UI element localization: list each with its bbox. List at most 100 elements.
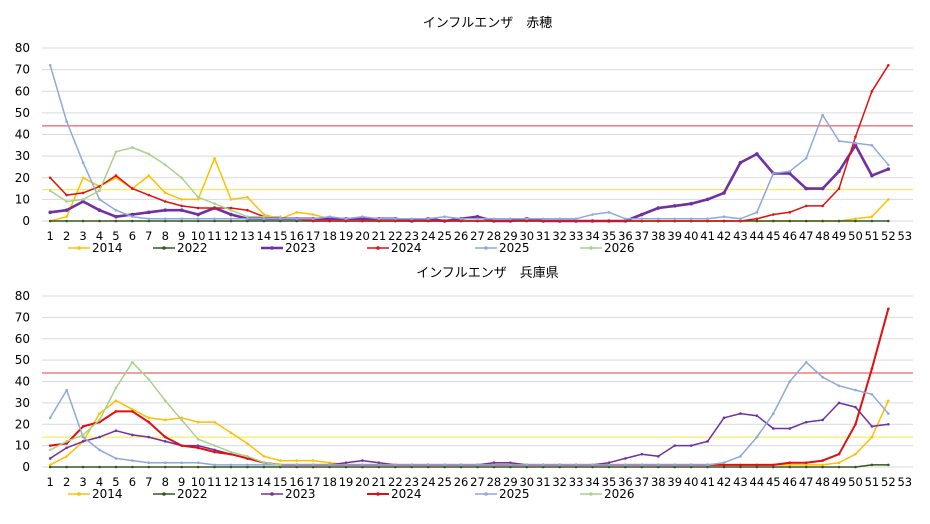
legend-item: 2024 [367,487,422,501]
x-tick-label: 52 [881,475,896,489]
data-point [114,176,118,180]
data-point [837,187,841,190]
legend-label: 2026 [604,241,635,255]
data-point [262,465,266,469]
data-point [558,465,561,469]
data-point [656,206,661,210]
data-point [98,189,101,193]
data-point [426,217,430,221]
series-line [49,65,889,220]
x-tick-label: 13 [240,475,255,489]
data-point [837,401,841,405]
data-point [196,420,200,424]
data-point [246,195,249,199]
data-point [48,463,52,467]
legend-label: 2014 [92,487,123,501]
data-point [65,442,68,445]
data-point [213,450,216,454]
x-tick-label: 4 [96,475,103,489]
legend-label: 2025 [499,241,530,255]
data-point [196,437,200,441]
x-tick-label: 51 [865,475,880,489]
data-point [130,212,135,217]
data-point [459,217,463,221]
data-point [525,463,529,467]
data-point [509,463,512,467]
chart-title: インフルエンザ 兵庫県 [416,266,559,281]
data-point [81,191,85,195]
x-tick-label: 45 [766,229,781,243]
data-point [426,465,430,469]
legend-label: 2024 [391,241,422,255]
x-tick-label: 20 [355,475,370,489]
data-point [640,219,644,223]
data-point [443,465,446,469]
legend-label: 2023 [285,487,316,501]
x-tick-label: 14 [257,475,272,489]
x-tick-label: 31 [536,475,551,489]
x-tick-label: 43 [733,475,748,489]
data-point [755,463,759,467]
series-2014 [48,399,890,467]
x-tick-label: 10 [191,229,206,243]
series-line [49,146,281,218]
x-tick-label: 26 [454,475,469,489]
data-point [640,465,644,469]
data-point [328,219,331,223]
data-point [295,463,299,467]
data-point [854,219,857,223]
data-point [180,219,183,223]
data-point [788,211,792,214]
data-point [114,410,118,413]
data-point [98,418,101,422]
data-point [673,465,677,469]
data-point [624,457,627,460]
x-tick-label: 20 [355,229,370,243]
data-point [131,360,134,364]
data-point [114,465,118,469]
data-point [48,465,52,469]
data-point [81,199,85,204]
data-point [525,217,529,221]
series-2025 [48,64,890,221]
data-point [361,459,364,462]
x-tick-label: 53 [897,475,912,489]
x-tick-label: 7 [145,475,152,489]
x-tick-label: 42 [717,229,732,243]
data-point [65,219,68,223]
data-point [81,440,85,443]
x-tick-label: 39 [667,475,682,489]
data-point [739,217,742,221]
data-point [459,465,463,469]
data-point [525,219,529,223]
legend-label: 2024 [391,487,422,501]
x-tick-label: 19 [339,475,354,489]
x-tick-label: 19 [339,229,354,243]
data-point [81,176,85,180]
x-tick-label: 40 [684,229,699,243]
data-point [278,459,282,462]
data-point [821,375,824,379]
data-point [81,433,85,437]
data-point [114,208,118,212]
data-point [98,185,101,188]
legend-marker [270,492,274,496]
x-tick-label: 52 [881,229,896,243]
data-point [755,219,759,223]
data-point [81,219,85,223]
data-point [739,465,742,469]
data-point [821,418,824,422]
data-point [196,212,200,217]
data-point [246,215,249,218]
x-tick-label: 50 [848,475,863,489]
data-point [295,217,299,221]
legend-marker [589,492,593,496]
data-point [131,407,134,411]
data-point [706,217,709,221]
data-point [65,446,68,450]
x-tick-label: 46 [782,229,797,243]
data-point [213,448,216,452]
data-point [147,174,151,177]
data-point [328,463,331,467]
